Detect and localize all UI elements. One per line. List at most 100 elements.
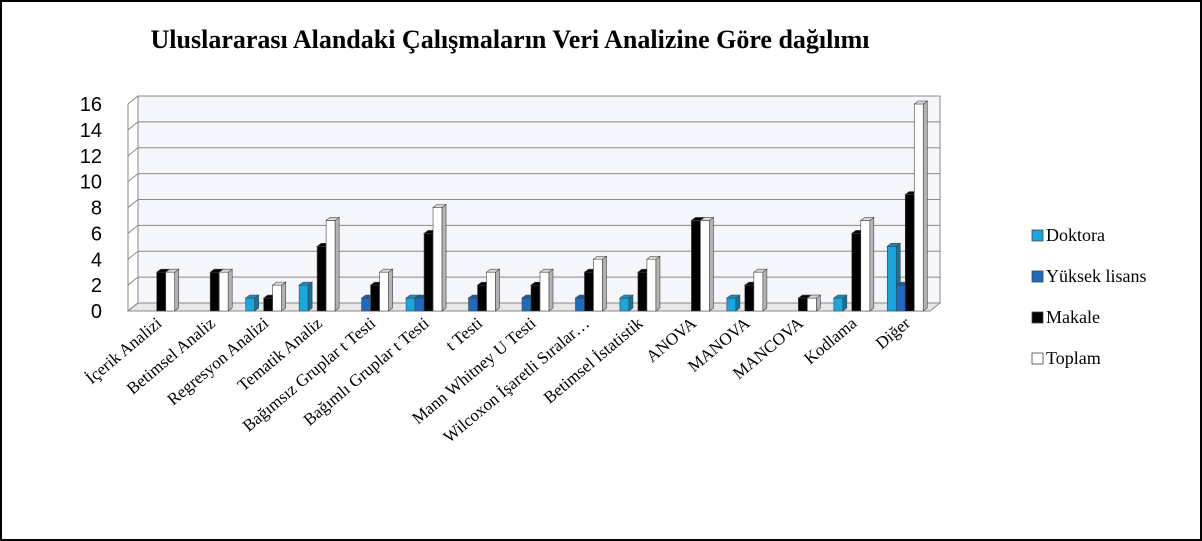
bar (325, 216, 341, 312)
grid-line (127, 250, 940, 260)
bar-face (298, 284, 309, 312)
bar-face (539, 271, 550, 312)
bar-face (218, 268, 234, 273)
bar-face (592, 255, 608, 260)
bar-face (886, 243, 902, 247)
bar-face (798, 297, 808, 312)
grid-line (127, 224, 940, 234)
chart-title: Uluslararası Alandaki Çalışmaların Veri … (151, 25, 870, 54)
bar-face (744, 284, 755, 312)
bar-face (441, 203, 447, 312)
bar-face (637, 271, 648, 312)
bar-face (485, 268, 501, 273)
bar-face (227, 268, 233, 312)
bar-face (832, 294, 848, 299)
bar (164, 268, 180, 312)
bar-face (619, 294, 634, 299)
bar-face (325, 217, 341, 221)
bar-face (913, 100, 929, 105)
bar-face (174, 268, 180, 312)
bar (244, 294, 260, 312)
bar-face (726, 297, 737, 312)
bar-face (245, 297, 255, 312)
bar-face (156, 271, 167, 312)
bar-face (539, 268, 554, 273)
y-tick-label: 2 (91, 275, 102, 297)
bar-face (895, 284, 906, 312)
bar (646, 255, 661, 312)
legend-swatch (1031, 352, 1044, 365)
bar-face (753, 271, 764, 312)
grid-line (127, 147, 940, 157)
bar-face (860, 220, 871, 312)
y-tick-label: 8 (91, 198, 102, 220)
bar-face (530, 284, 541, 312)
bar-face (325, 220, 336, 312)
bar (832, 294, 848, 312)
y-tick-label: 14 (80, 120, 102, 142)
bar-face (575, 297, 585, 312)
bar-face (700, 220, 710, 312)
grid-line (127, 95, 940, 105)
grid-line (127, 199, 940, 208)
bar (485, 268, 501, 312)
bar-face (752, 268, 768, 273)
grid-line (127, 302, 940, 312)
bar (752, 268, 768, 312)
bar (699, 216, 715, 312)
y-tick-label: 10 (80, 172, 102, 194)
bar-face (619, 297, 630, 312)
bar-face (699, 217, 715, 221)
bar-face (922, 100, 928, 312)
bar-face (379, 271, 389, 312)
grid-line (127, 121, 940, 131)
legend-label: Toplam (1046, 348, 1101, 368)
grid-line (127, 276, 940, 286)
bar-face (886, 246, 897, 312)
bar-face (807, 297, 817, 312)
bar-face (209, 271, 220, 312)
bar-face (691, 220, 701, 312)
bar-face (725, 294, 741, 299)
bar-face (298, 281, 314, 286)
bar-face (165, 271, 176, 312)
bar-face (432, 207, 443, 312)
bar-face (593, 258, 603, 312)
bar-face (859, 217, 875, 221)
bar-face (495, 268, 500, 312)
bar-face (646, 258, 657, 312)
y-tick-label: 12 (80, 146, 102, 168)
bar-face (281, 281, 286, 312)
bar-face (913, 103, 924, 312)
y-tick-label: 6 (91, 223, 102, 245)
bar-face (432, 204, 447, 208)
bar-face (762, 268, 768, 312)
bar-face (851, 233, 862, 312)
bar (378, 268, 394, 312)
bar (271, 281, 287, 312)
bar (725, 294, 741, 312)
bar-face (405, 297, 416, 312)
y-tick-label: 16 (80, 94, 102, 116)
bar-face (833, 297, 844, 312)
bar-face (646, 255, 661, 260)
bar-face (655, 255, 661, 312)
bar (298, 281, 314, 312)
legend-label: Makale (1046, 307, 1100, 327)
bar (432, 203, 447, 312)
bar (218, 268, 234, 312)
bar-face (584, 271, 594, 312)
y-tick-label: 4 (91, 249, 102, 271)
bar-face (307, 281, 313, 312)
bar-face (272, 284, 282, 312)
y-tick-label: 0 (91, 301, 102, 323)
bar-face (806, 294, 822, 299)
bar-face (477, 284, 487, 312)
bar-face (709, 216, 714, 312)
bar-face (602, 255, 607, 312)
bar-face (244, 294, 260, 299)
bar (592, 255, 608, 312)
bar-face (548, 268, 554, 312)
bar-face (521, 297, 532, 312)
